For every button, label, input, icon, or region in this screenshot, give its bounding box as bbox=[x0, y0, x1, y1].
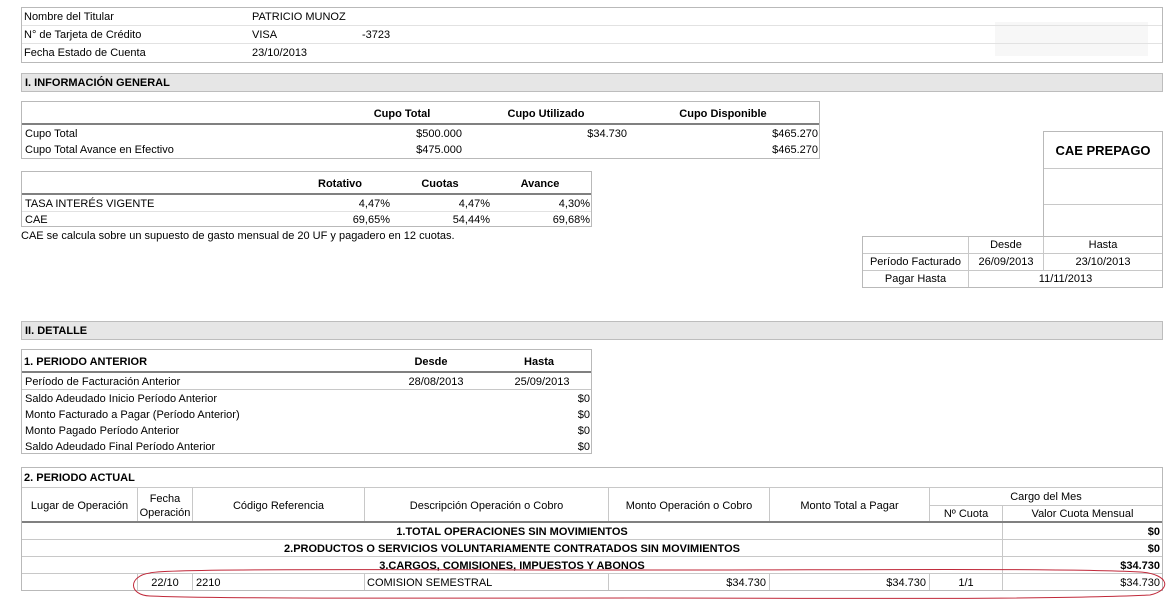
cae-prepago-title: CAE PREPAGO bbox=[1055, 143, 1151, 158]
periodo-anterior-title: 1. PERIODO ANTERIOR bbox=[24, 356, 148, 368]
fecha-estado-value: 23/10/2013 bbox=[252, 47, 308, 59]
pagar-hasta-value: 11/11/2013 bbox=[1038, 273, 1093, 285]
monto-pagado-value: $0 bbox=[577, 425, 590, 437]
cupo-avance-label: Cupo Total Avance en Efectivo bbox=[25, 144, 174, 156]
tasa-avance: 4,30% bbox=[558, 198, 590, 210]
cae-avance: 69,68% bbox=[552, 214, 590, 226]
periodo-facturado-hasta: 23/10/2013 bbox=[1075, 256, 1131, 268]
titular-value: PATRICIO MUNOZ bbox=[252, 11, 346, 23]
monto-facturado-label: Monto Facturado a Pagar (Período Anterio… bbox=[25, 409, 240, 421]
periodo-facturado-desde: 26/09/2013 bbox=[978, 256, 1034, 268]
monto-pagado-label: Monto Pagado Período Anterior bbox=[25, 425, 180, 437]
col-monto-total: Monto Total a Pagar bbox=[800, 500, 899, 512]
transaction-monto-total: $34.730 bbox=[886, 577, 926, 589]
facturacion-anterior-desde: 28/08/2013 bbox=[408, 376, 464, 388]
tarjeta-value: VISA bbox=[252, 29, 278, 41]
periodo-facturado-table bbox=[862, 236, 1163, 288]
col-lugar: Lugar de Operación bbox=[30, 500, 129, 512]
cupo-disponible-header: Cupo Disponible bbox=[679, 108, 767, 120]
avance-header: Avance bbox=[520, 178, 560, 190]
cae-cuotas: 54,44% bbox=[452, 214, 490, 226]
cupo-row-total: $500.000 bbox=[416, 128, 462, 140]
section-total-operaciones: 1.TOTAL OPERACIONES SIN MOVIMIENTOS bbox=[396, 526, 628, 538]
cupo-avance-total: $475.000 bbox=[416, 144, 462, 156]
transaction-n-cuota: 1/1 bbox=[958, 577, 974, 589]
cae-label: CAE bbox=[25, 214, 48, 226]
periodo-anterior-hasta-header: Hasta bbox=[524, 356, 554, 368]
col-codigo: Código Referencia bbox=[232, 500, 325, 512]
cupo-row-disponible: $465.270 bbox=[772, 128, 818, 140]
cupo-utilizado-header: Cupo Utilizado bbox=[507, 108, 585, 120]
saldo-final-value: $0 bbox=[577, 441, 590, 453]
transaction-monto-operacion: $34.730 bbox=[726, 577, 766, 589]
saldo-final-label: Saldo Adeudado Final Período Anterior bbox=[25, 441, 216, 453]
section-productos-servicios-value: $0 bbox=[1147, 543, 1160, 555]
col-monto-operacion: Monto Operación o Cobro bbox=[625, 500, 753, 512]
col-descripcion: Descripción Operación o Cobro bbox=[409, 500, 564, 512]
periodo-anterior-table bbox=[21, 349, 592, 454]
section-total-operaciones-value: $0 bbox=[1147, 526, 1160, 538]
saldo-inicio-label: Saldo Adeudado Inicio Período Anterior bbox=[25, 393, 218, 405]
cupo-avance-disponible: $465.270 bbox=[772, 144, 818, 156]
tasa-rotativo: 4,47% bbox=[358, 198, 390, 210]
periodo-desde-header: Desde bbox=[990, 239, 1022, 251]
col-cargo-mes: Cargo del Mes bbox=[1010, 491, 1082, 503]
periodo-actual-title: 2. PERIODO ACTUAL bbox=[24, 472, 135, 484]
section-cargos-comisiones: 3.CARGOS, COMISIONES, IMPUESTOS Y ABONOS bbox=[379, 560, 645, 572]
facturacion-anterior-hasta: 25/09/2013 bbox=[514, 376, 570, 388]
transaction-valor-cuota: $34.730 bbox=[1120, 577, 1160, 589]
cae-note: CAE se calcula sobre un supuesto de gast… bbox=[21, 230, 455, 242]
col-valor-cuota: Valor Cuota Mensual bbox=[1031, 508, 1134, 520]
periodo-hasta-header: Hasta bbox=[1088, 239, 1118, 251]
pagar-hasta-label: Pagar Hasta bbox=[884, 273, 947, 285]
transaction-fecha: 22/10 bbox=[151, 577, 179, 589]
monto-facturado-value: $0 bbox=[577, 409, 590, 421]
periodo-actual-table bbox=[21, 467, 1163, 591]
cupo-table bbox=[21, 101, 820, 159]
tarjeta-number: -3723 bbox=[362, 29, 391, 41]
cupo-row-utilizado: $34.730 bbox=[587, 128, 627, 140]
fecha-estado-label: Fecha Estado de Cuenta bbox=[24, 47, 146, 59]
transaction-codigo: 2210 bbox=[196, 577, 221, 589]
redaction-area bbox=[995, 22, 1148, 56]
tasa-label: TASA INTERÉS VIGENTE bbox=[25, 198, 155, 210]
periodo-facturado-label: Período Facturado bbox=[869, 256, 962, 268]
tasas-table bbox=[21, 171, 592, 227]
section-productos-servicios: 2.PRODUCTOS O SERVICIOS VOLUNTARIAMENTE … bbox=[284, 543, 740, 555]
rotativo-header: Rotativo bbox=[318, 178, 362, 190]
col-fecha: Fecha Operación bbox=[139, 493, 191, 519]
facturacion-anterior-label: Período de Facturación Anterior bbox=[25, 376, 181, 388]
col-n-cuota: Nº Cuota bbox=[943, 508, 989, 520]
saldo-inicio-value: $0 bbox=[577, 393, 590, 405]
titular-info-box bbox=[21, 7, 1163, 63]
cupo-row-label: Cupo Total bbox=[25, 128, 78, 140]
section-header-info-general: I. INFORMACIÓN GENERAL bbox=[21, 73, 1163, 92]
periodo-anterior-desde-header: Desde bbox=[414, 356, 448, 368]
tasa-cuotas: 4,47% bbox=[458, 198, 490, 210]
cuotas-header: Cuotas bbox=[421, 178, 459, 190]
section-cargos-comisiones-value: $34.730 bbox=[1120, 560, 1160, 572]
titular-label: Nombre del Titular bbox=[24, 11, 114, 23]
cupo-total-header: Cupo Total bbox=[373, 108, 431, 120]
section-header-detalle: II. DETALLE bbox=[21, 321, 1163, 340]
cae-rotativo: 69,65% bbox=[352, 214, 390, 226]
transaction-descripcion: COMISION SEMESTRAL bbox=[367, 577, 493, 589]
tarjeta-label: N° de Tarjeta de Crédito bbox=[24, 29, 142, 41]
